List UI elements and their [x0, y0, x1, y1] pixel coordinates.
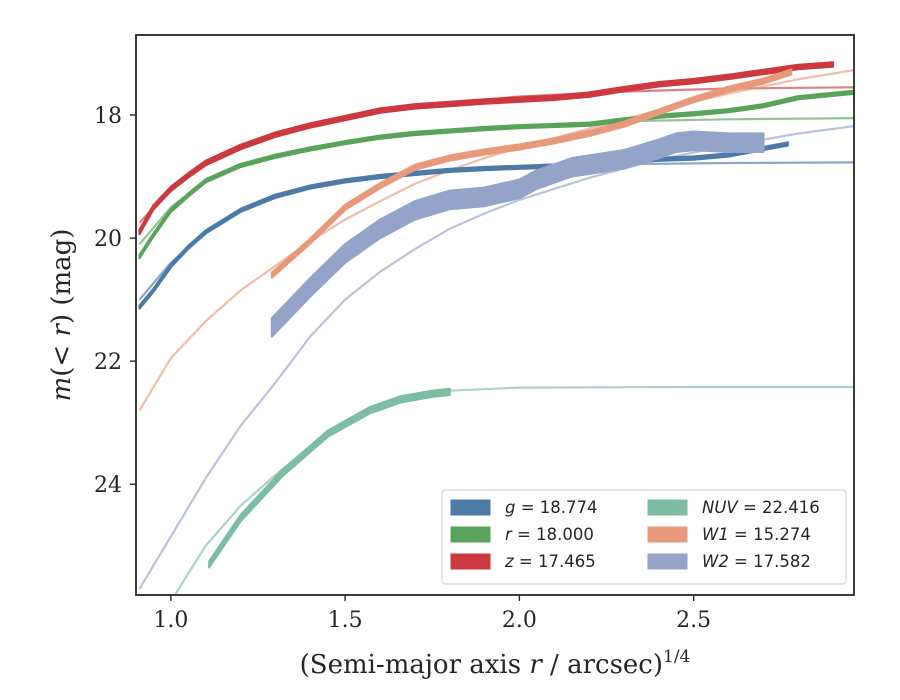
- data-band-nuv: [208, 387, 451, 569]
- data-band-w1: [270, 68, 793, 279]
- legend-swatch-w2: [647, 553, 688, 570]
- data-bands: [138, 61, 854, 569]
- y-tick-label: 18: [94, 104, 122, 129]
- legend-label-g: g = 18.774: [505, 498, 598, 517]
- legend: g = 18.774 r = 18.000 z = 17.465 NUV = 22.4…: [441, 489, 847, 585]
- y-tick-label: 22: [94, 350, 122, 375]
- legend-box: [441, 489, 847, 585]
- legend-label-nuv: NUV = 22.416: [702, 498, 820, 517]
- data-band-g: [138, 141, 789, 310]
- x-tick-label: 1.0: [153, 608, 188, 633]
- plot-frame: [135, 34, 855, 596]
- x-axis: 1.0 1.5 2.0 2.5: [153, 595, 711, 633]
- y-tick-label: 24: [94, 473, 122, 498]
- legend-label-r: r = 18.000: [505, 525, 594, 544]
- y-axis: 18 20 22 24: [94, 104, 136, 498]
- data-band-w2: [270, 130, 765, 338]
- legend-swatch-r: [450, 526, 491, 543]
- y-tick-label: 20: [94, 227, 122, 252]
- legend-label-w2: W2 = 17.582: [702, 552, 811, 571]
- legend-swatch-w1: [647, 526, 688, 543]
- y-axis-title: m(< r) (mag): [47, 229, 77, 402]
- legend-swatch-z: [450, 553, 491, 570]
- model-curve-w1: [138, 69, 854, 411]
- model-curve-g: [138, 161, 854, 301]
- legend-label-z: z = 17.465: [504, 552, 596, 571]
- model-curve-w2: [138, 125, 854, 590]
- legend-label-w1: W1 = 15.274: [702, 525, 811, 544]
- x-axis-title: (Semi-major axis r / arcsec)1/4: [300, 647, 691, 680]
- x-tick-label: 2.0: [502, 608, 537, 633]
- x-tick-label: 1.5: [328, 608, 363, 633]
- data-band-r: [138, 89, 854, 260]
- x-tick-label: 2.5: [676, 608, 711, 633]
- legend-swatch-nuv: [647, 499, 688, 516]
- legend-swatch-g: [450, 499, 491, 516]
- data-band-z: [138, 61, 835, 236]
